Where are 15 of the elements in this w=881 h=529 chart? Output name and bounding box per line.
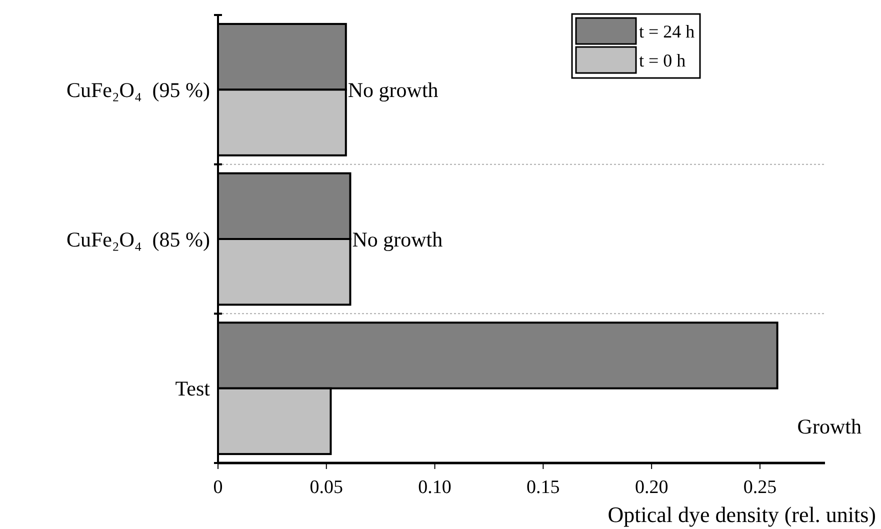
x-tick-label: 0.10 [418,476,452,498]
y-tick-label: Test [175,376,210,401]
x-tick-label: 0.25 [743,476,777,498]
y-tick-label: CuFe₂O₄ (85 %) [66,227,210,252]
x-tick-label: 0.05 [310,476,344,498]
annotation: No growth [348,78,439,102]
annotation: Growth [797,414,862,439]
annotation: No growth [352,227,444,252]
y-tick-label: CuFe₂O₄ (95 %) [66,78,210,102]
legend-label: t = 0 h [639,50,686,70]
legend-label: t = 24 h [639,21,695,42]
x-tick-label: 0.15 [526,476,560,498]
x-tick-label: 0.20 [634,476,668,498]
x-tick-label: 0 [213,476,223,498]
x-axis-title: Optical dye density (rel. units) [608,502,876,527]
